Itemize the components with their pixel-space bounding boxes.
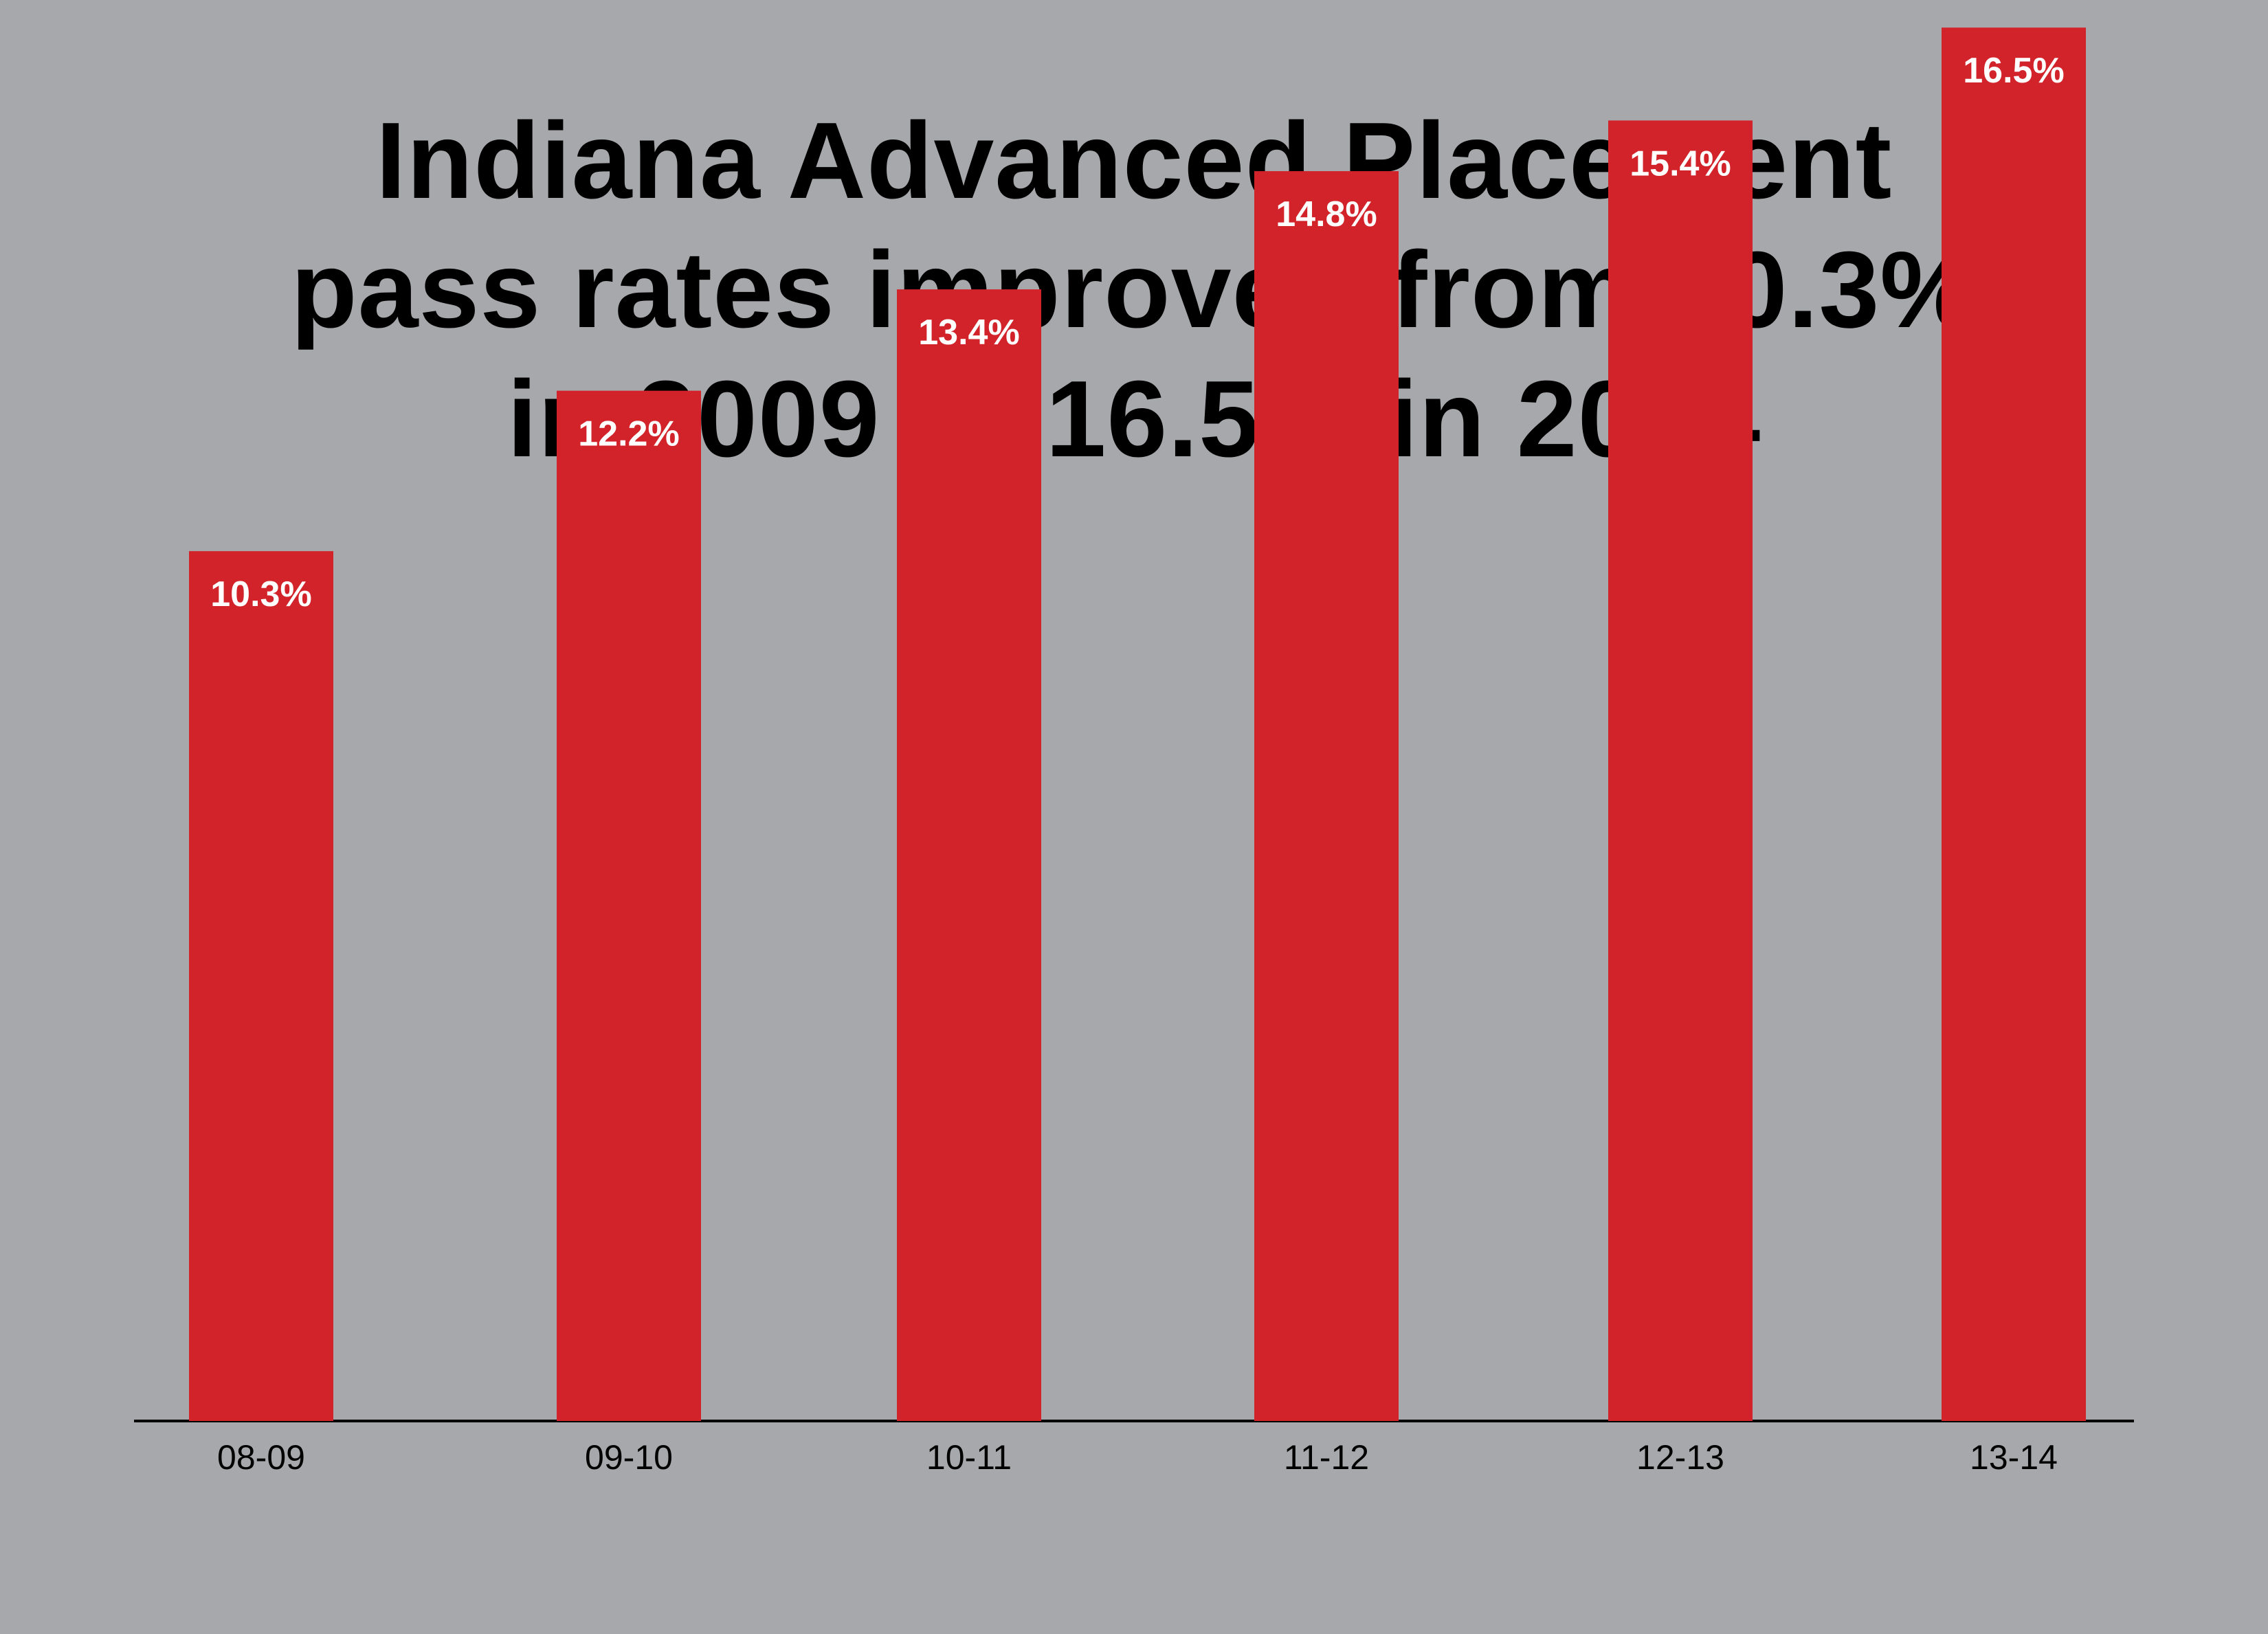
bar-12-13 bbox=[1608, 120, 1753, 1422]
x-tick-label: 08-09 bbox=[217, 1438, 305, 1477]
bar-value-label: 12.2% bbox=[578, 414, 679, 454]
bar-09-10 bbox=[557, 390, 701, 1421]
bar-value-label: 10.3% bbox=[210, 574, 311, 614]
x-tick-label: 12-13 bbox=[1636, 1438, 1724, 1477]
x-tick-label: 10-11 bbox=[926, 1438, 1012, 1477]
bar-value-label: 15.4% bbox=[1630, 144, 1731, 183]
bar-13-14 bbox=[1942, 27, 2086, 1421]
x-tick-label: 11-12 bbox=[1284, 1438, 1369, 1477]
bar-11-12 bbox=[1254, 171, 1399, 1422]
bar-value-label: 14.8% bbox=[1276, 194, 1377, 234]
bar-10-11 bbox=[897, 289, 1041, 1421]
x-tick-label: 09-10 bbox=[585, 1438, 673, 1477]
bar-08-09 bbox=[189, 551, 333, 1421]
bar-value-label: 16.5% bbox=[1963, 51, 2064, 91]
x-tick-label: 13-14 bbox=[1970, 1438, 2058, 1477]
bar-value-label: 13.4% bbox=[918, 313, 1019, 352]
